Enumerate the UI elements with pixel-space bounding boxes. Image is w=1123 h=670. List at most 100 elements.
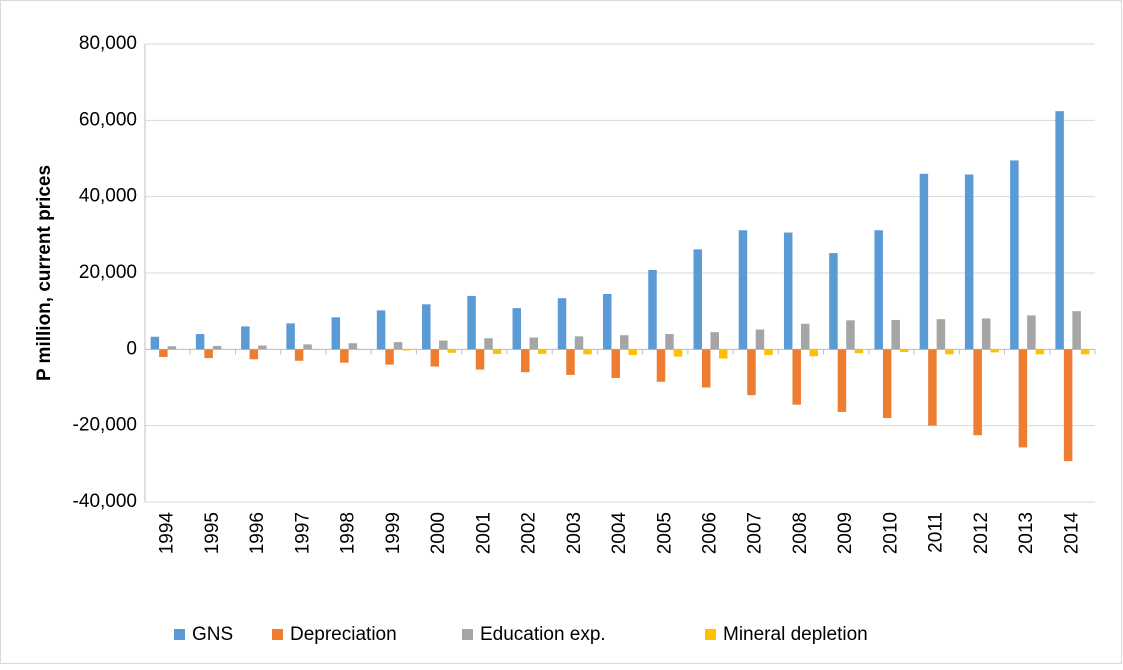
bar	[792, 349, 801, 405]
x-tick-label: 2007	[745, 512, 766, 554]
bar	[964, 174, 974, 350]
x-tick-label: 2001	[473, 512, 494, 554]
bar	[150, 336, 160, 350]
bar	[710, 332, 719, 350]
bar	[159, 349, 168, 357]
x-tick-label: 2000	[428, 512, 449, 554]
bar	[936, 319, 946, 350]
x-tick-label: 2008	[790, 512, 811, 554]
bar	[846, 320, 855, 350]
x-tick-label: 2012	[971, 512, 992, 554]
bar	[385, 349, 394, 365]
bar	[249, 349, 259, 360]
bar	[837, 349, 847, 412]
x-tick-label: 2011	[926, 512, 947, 553]
bar	[673, 349, 683, 357]
bar	[1063, 349, 1073, 462]
bar	[809, 349, 818, 357]
y-tick-label: -40,000	[73, 491, 137, 512]
bar	[854, 349, 864, 354]
bar	[294, 349, 304, 361]
legend-label: GNS	[192, 624, 233, 645]
bar	[512, 308, 522, 350]
x-tick-label: 2006	[699, 512, 720, 554]
bar	[348, 343, 358, 350]
bar	[928, 349, 937, 426]
bar	[331, 317, 341, 350]
bar	[195, 334, 205, 350]
bar	[620, 335, 629, 350]
bar	[656, 349, 666, 382]
x-tick-label: 1995	[202, 512, 223, 554]
bar	[800, 323, 810, 350]
bar	[376, 310, 386, 350]
bar	[357, 349, 366, 351]
bar	[693, 249, 702, 350]
bar	[340, 349, 349, 363]
x-tick-label: 2003	[564, 512, 585, 554]
bar	[718, 349, 728, 359]
y-tick-label: 80,000	[79, 33, 137, 54]
bar	[611, 349, 620, 378]
y-tick-label: 60,000	[79, 109, 137, 130]
bar	[484, 338, 493, 350]
bar	[882, 349, 892, 419]
x-tick-label: 1999	[383, 512, 404, 554]
bar	[1055, 111, 1064, 350]
bar	[701, 349, 711, 388]
bar	[167, 346, 177, 350]
bar	[286, 323, 295, 350]
bar	[603, 293, 612, 350]
bar	[755, 329, 765, 350]
bar	[899, 349, 909, 353]
bar	[583, 349, 592, 355]
bar	[628, 349, 637, 356]
x-tick-label: 2009	[835, 512, 856, 554]
bar	[521, 349, 530, 373]
bar	[303, 344, 312, 350]
legend-label: Mineral depletion	[723, 624, 868, 645]
bar	[1018, 349, 1028, 448]
bar	[393, 342, 403, 350]
x-tick-label: 1996	[247, 512, 268, 554]
x-tick-label: 1997	[292, 512, 313, 554]
x-tick-label: 1994	[157, 512, 178, 555]
bar	[422, 304, 431, 350]
bar	[945, 349, 954, 355]
bar	[973, 349, 982, 436]
bar	[475, 349, 485, 370]
legend-swatch	[174, 629, 185, 640]
bar	[1072, 311, 1081, 350]
bar	[764, 349, 773, 356]
bar	[747, 349, 756, 396]
bar	[447, 349, 457, 353]
legend-swatch	[462, 629, 473, 640]
bar	[1027, 315, 1036, 350]
x-tick-label: 1998	[338, 512, 359, 554]
legend-swatch	[705, 629, 716, 640]
y-tick-label: 0	[126, 338, 137, 359]
bar	[258, 345, 267, 350]
bar	[402, 349, 411, 351]
bar	[990, 349, 999, 353]
bar	[648, 269, 657, 350]
x-tick-label: 2010	[880, 512, 901, 554]
bar	[874, 230, 883, 350]
bar	[829, 253, 838, 350]
x-tick-label: 2004	[609, 512, 630, 555]
bar	[430, 349, 440, 367]
bar	[439, 340, 448, 350]
bar	[738, 230, 748, 350]
x-tick-label: 2013	[1016, 512, 1037, 554]
y-tick-label: 40,000	[79, 186, 137, 207]
bar	[529, 337, 539, 350]
bar	[492, 349, 502, 354]
legend-swatch	[272, 629, 283, 640]
x-tick-label: 2014	[1061, 512, 1082, 555]
bar	[1010, 160, 1019, 350]
x-tick-label: 2005	[654, 512, 675, 554]
bar	[919, 173, 929, 350]
bar	[891, 319, 900, 350]
bar	[574, 336, 584, 350]
